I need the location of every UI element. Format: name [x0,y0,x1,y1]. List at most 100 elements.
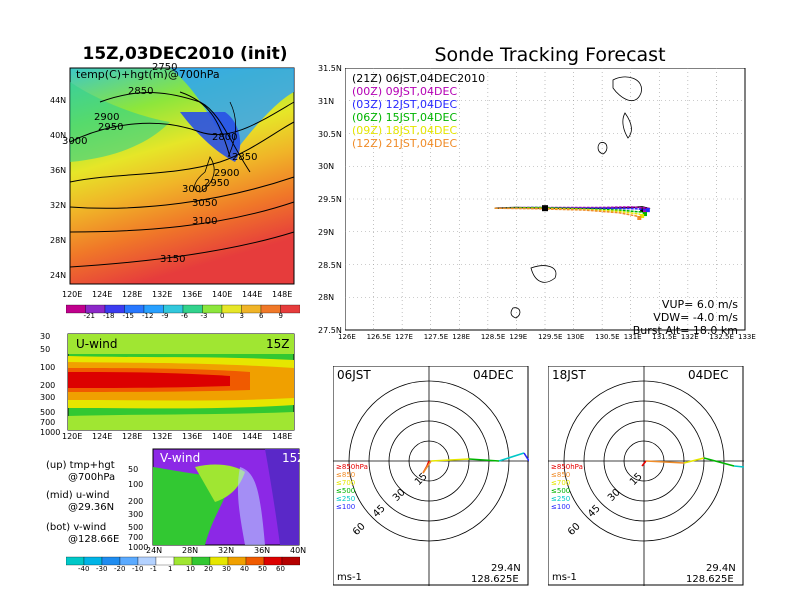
wind-colorbar-tick: 1 [168,565,173,573]
wind-colorbar-tick: 50 [258,565,267,573]
v-wind-pressure-tick: 500 [128,523,144,532]
wind-colorbar-swatch [209,556,229,566]
island-outline [597,142,608,155]
hodograph-segment [430,458,470,462]
map-lon-tick: 128E [122,290,143,299]
island-outline [530,265,557,283]
hodograph-date: 04DEC [688,368,729,382]
v-wind-pressure-tick: 200 [128,497,144,506]
map-title: 15Z,03DEC2010 (init) [82,44,288,64]
wind-colorbar-tick: -20 [114,565,126,573]
contour-label: 2800 [212,132,238,143]
contour-label: 3150 [160,254,186,265]
u-wind-lon-tick: 120E [62,432,83,441]
wind-colorbar-swatch [137,556,157,566]
tracking-lon-tick: 131E [623,333,642,341]
island-outline [622,112,632,139]
u-wind-pressure-tick: 200 [40,381,56,390]
tracking-lon-tick: 132.5E [709,333,734,341]
hodograph-segment [733,465,744,468]
tracking-lon-tick: 128.5E [480,333,506,341]
v-wind-lat-tick: 40N [290,546,307,555]
wind-colorbar [66,556,300,566]
note-up: (up) tmp+hgt [46,460,115,471]
colorbar-tick: 3 [239,312,244,320]
u-wind-cross-section [67,333,295,431]
map-lon-tick: 136E [182,290,203,299]
hodograph-lat: 29.4N [706,563,736,574]
contour-label: 3000 [182,184,208,195]
u-wind-pressure-tick: 30 [40,332,51,341]
hodograph-segment [683,457,705,464]
contour-label: 2850 [128,86,154,97]
map-lat-tick: 44N [50,96,67,105]
hodograph-level: ≤700 [336,479,356,487]
colorbar-tick: 6 [259,312,264,320]
wind-colorbar-tick: 30 [222,565,231,573]
map-field-label: temp(C)+hgt(m)@700hPa [76,68,220,81]
contour-label: 2750 [152,62,178,73]
tracking-lat-tick: 27.5N [318,326,342,335]
hodograph-level: ≥850hPa [551,463,583,471]
v-wind-pressure-tick: 700 [128,533,144,542]
hodograph-level: ≤500 [336,487,356,495]
contour-label: 2950 [98,122,124,133]
tracking-lon-tick: 127E [395,333,413,341]
wind-colorbar-tick: -10 [132,565,144,573]
tracking-lon-tick: 131.5E [652,333,677,341]
u-wind-lon-tick: 148E [272,432,293,441]
burst-param: Burst Alt= 18.0 km [632,324,738,337]
wind-colorbar-swatch [101,556,121,566]
legend-entry: (06Z) 15JST,04DEC [352,111,458,124]
temperature-height-map [69,67,295,285]
u-wind-time: 15Z [266,337,290,351]
vup-param: VUP= 6.0 m/s [661,298,738,311]
v-wind-pressure-tick: 1000 [128,543,149,552]
v-wind-label: V-wind [160,451,201,465]
hodograph-level: ≤100 [336,503,356,511]
wind-colorbar-swatch [173,556,193,566]
u-wind-label: U-wind [76,337,118,351]
u-wind-pressure-tick: 700 [40,418,56,427]
temperature-colorbar [66,304,300,314]
hodograph-level: ≤500 [551,487,571,495]
wind-colorbar-swatch [281,556,300,566]
track-endpoint [640,214,645,219]
tracking-lon-tick: 129.5E [538,333,563,341]
hodograph-segment [641,460,647,467]
track-line [494,207,640,219]
tracking-params: VUP= 6.0 m/s VDW= -4.0 m/s Burst Alt= 18… [628,298,738,337]
map-lon-tick: 140E [212,290,233,299]
hodograph-lon: 128.625E [686,574,734,585]
colorbar-tick: -3 [200,312,208,320]
colorbar-tick: -21 [83,312,95,320]
track-endpoint [643,212,647,217]
wind-colorbar-tick: 20 [204,565,213,573]
tracking-plot [345,68,746,331]
tracking-lon-tick: 130.5E [595,333,620,341]
u-wind-lon-tick: 144E [242,432,263,441]
hodograph-level: ≤250 [551,495,571,503]
launch-marker [542,205,548,212]
map-lat-tick: 40N [50,131,67,140]
wind-colorbar-swatch [155,556,175,566]
contour-label: 3000 [62,136,88,147]
v-wind-lat-tick: 28N [182,546,199,555]
tracking-lat-tick: 30.5N [318,129,342,139]
tracking-lat-tick: 31.5N [318,64,342,73]
hodograph [333,366,529,586]
wind-colorbar-swatch [245,556,265,566]
hodograph-level: ≤850 [336,471,356,479]
track-line [494,206,651,211]
hodograph-unit: ms-1 [337,572,362,583]
map-lat-tick: 36N [50,166,67,175]
tracking-lat-tick: 31N [318,96,335,106]
hodograph-level: ≤100 [551,503,571,511]
island-outline [510,307,521,319]
tracking-lon-tick: 127.5E [423,333,449,341]
colorbar-tick: -12 [142,312,154,320]
island-outline [612,76,642,102]
colorbar-tick: -6 [181,312,188,320]
vdw-param: VDW= -4.0 m/s [653,311,738,324]
map-lat-tick: 28N [50,236,67,245]
